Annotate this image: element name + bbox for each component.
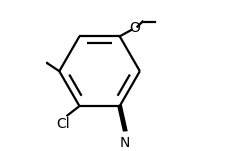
Text: N: N <box>119 136 130 150</box>
Text: O: O <box>128 21 139 35</box>
Text: Cl: Cl <box>56 117 70 131</box>
